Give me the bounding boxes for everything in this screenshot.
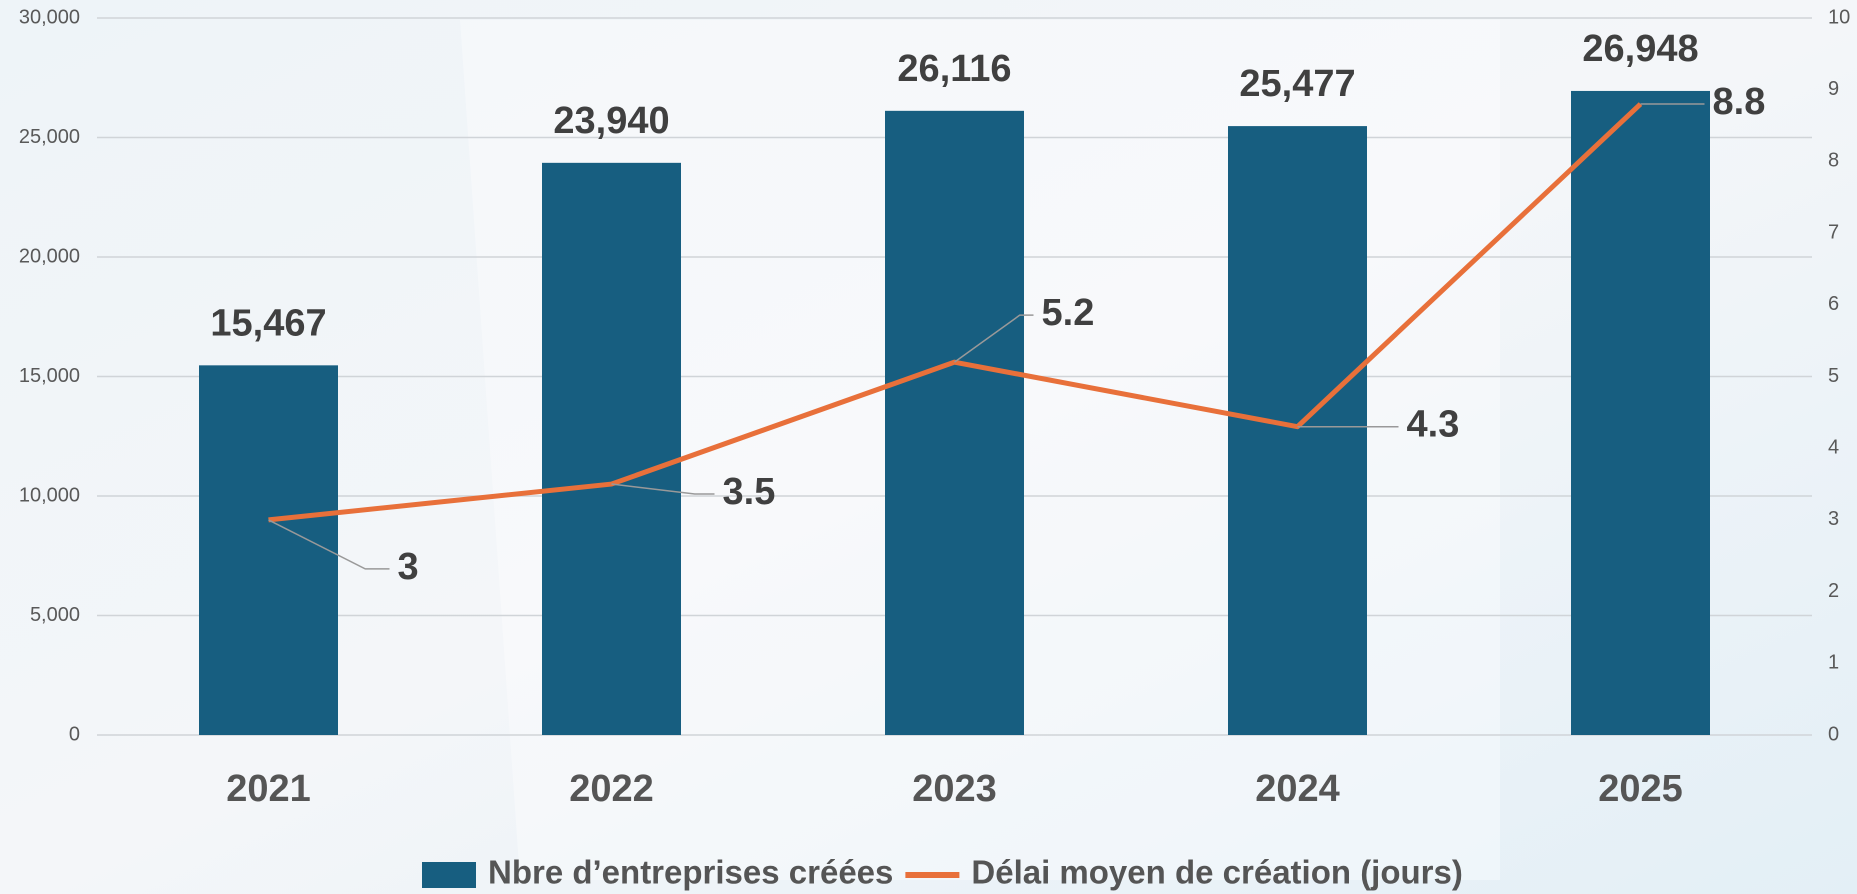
bar-value-label: 25,477 xyxy=(1239,63,1355,105)
x-tick-label: 2021 xyxy=(226,768,311,810)
y-tick-label: 15,000 xyxy=(19,365,80,387)
legend-swatch xyxy=(422,862,476,888)
y2-tick-label: 8 xyxy=(1828,150,1839,172)
y2-tick-label: 0 xyxy=(1828,723,1839,745)
line-value-label: 3 xyxy=(398,546,419,588)
x-tick-label: 2024 xyxy=(1255,768,1340,810)
y-tick-label: 0 xyxy=(69,723,80,745)
y2-tick-label: 3 xyxy=(1828,508,1839,530)
legend-label: Nbre d’entreprises créées xyxy=(488,854,893,891)
y-tick-label: 20,000 xyxy=(19,245,80,267)
y2-tick-label: 6 xyxy=(1828,293,1839,315)
y2-tick-label: 5 xyxy=(1828,365,1839,387)
line-value-label: 3.5 xyxy=(723,471,776,513)
bar xyxy=(542,163,681,735)
y2-tick-label: 10 xyxy=(1828,6,1850,28)
y-tick-label: 10,000 xyxy=(19,484,80,506)
legend-label: Délai moyen de création (jours) xyxy=(971,854,1462,891)
bar-value-label: 23,940 xyxy=(553,100,669,142)
y-tick-label: 30,000 xyxy=(19,6,80,28)
page: {"chart_data": {"type": "bar-line", "cat… xyxy=(0,0,1857,894)
line-value-label: 8.8 xyxy=(1713,81,1766,123)
x-tick-label: 2025 xyxy=(1598,768,1683,810)
bar-value-label: 26,116 xyxy=(897,48,1011,90)
y-tick-label: 25,000 xyxy=(19,126,80,148)
line-value-label: 4.3 xyxy=(1407,404,1460,446)
bar-value-label: 15,467 xyxy=(210,302,326,344)
x-tick-label: 2022 xyxy=(569,768,654,810)
y2-tick-label: 9 xyxy=(1828,78,1839,100)
y2-tick-label: 1 xyxy=(1828,652,1839,674)
bar-value-label: 26,948 xyxy=(1582,28,1698,70)
bar xyxy=(1228,126,1367,735)
y2-tick-label: 2 xyxy=(1828,580,1839,602)
bar xyxy=(1571,91,1710,735)
line-value-label: 5.2 xyxy=(1042,292,1095,334)
y2-tick-label: 4 xyxy=(1828,436,1839,458)
y2-tick-label: 7 xyxy=(1828,221,1839,243)
y-tick-label: 5,000 xyxy=(30,604,80,626)
chart: 05,00010,00015,00020,00025,00030,0000123… xyxy=(0,0,1857,894)
bar xyxy=(885,111,1024,735)
x-tick-label: 2023 xyxy=(912,768,997,810)
bar xyxy=(199,365,338,735)
